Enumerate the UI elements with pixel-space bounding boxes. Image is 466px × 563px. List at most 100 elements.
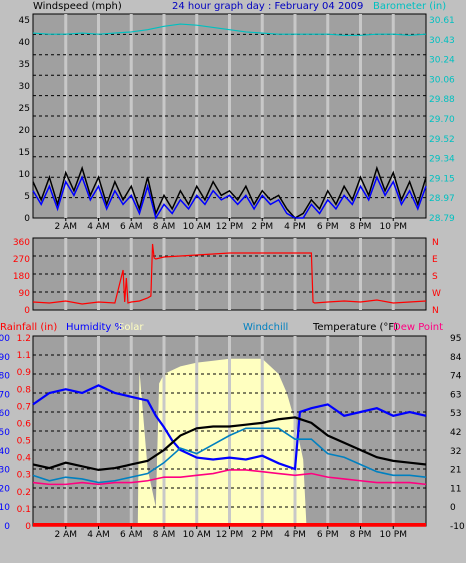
y-tick-label: 5 xyxy=(24,192,30,202)
y-tick-label: 42 xyxy=(450,428,461,438)
y-tick-label: 10 xyxy=(19,170,31,180)
legend-temperature: Temperature (°F) xyxy=(312,322,398,333)
y-tick-label: 80 xyxy=(0,372,10,382)
direction-plot xyxy=(32,237,427,311)
x-tick-label: 10 PM xyxy=(379,530,407,540)
y-tick-label: -10 xyxy=(450,522,465,532)
x-tick-label: 4 PM xyxy=(284,530,306,540)
y-tick-label: 360 xyxy=(13,238,30,248)
y-tick-label: 10 xyxy=(0,503,10,513)
y-tick-label: 30 xyxy=(0,466,10,476)
y-tick-label: 0.3 xyxy=(17,471,31,481)
y-tick-label: 63 xyxy=(450,390,461,400)
temp-legend: Rainfall (in) Humidity % Solar Windchill… xyxy=(0,322,443,333)
series-line-dewpoint xyxy=(32,469,427,486)
y-tick-label: 0.2 xyxy=(17,488,31,498)
y-tick-label: 70 xyxy=(0,390,10,400)
y-tick-label: 0 xyxy=(450,503,456,513)
y-tick-label: 40 xyxy=(0,447,10,457)
y-tick-label: 15 xyxy=(19,148,30,158)
y-tick-label: 40 xyxy=(19,38,31,48)
x-tick-label: 10 PM xyxy=(379,222,407,232)
y-tick-label: 30.06 xyxy=(429,75,455,85)
y-tick-label: 95 xyxy=(450,334,461,344)
y-tick-label: N xyxy=(432,306,439,316)
y-tick-label: 29.52 xyxy=(429,135,455,145)
x-tick-label: 2 AM xyxy=(54,222,77,232)
series-line-windspeed xyxy=(32,165,427,219)
x-tick-label: 12 PM xyxy=(216,530,244,540)
legend-windchill: Windchill xyxy=(243,322,288,333)
y-tick-label: 50 xyxy=(0,428,10,438)
y-tick-label: 1.2 xyxy=(17,334,31,344)
series-line-gust xyxy=(32,175,427,220)
y-tick-label: 0 xyxy=(24,306,30,316)
x-tick-label: 8 PM xyxy=(350,530,372,540)
y-tick-label: 0.7 xyxy=(17,402,31,412)
y-tick-label: 84 xyxy=(450,353,462,363)
y-tick-label: 60 xyxy=(0,409,10,419)
wind-right-axis-label: Barometer (in) xyxy=(373,1,446,12)
y-tick-label: 20 xyxy=(19,126,31,136)
x-tick-label: 4 AM xyxy=(87,222,110,232)
y-tick-label: 32 xyxy=(450,447,461,457)
x-tick-label: 10 AM xyxy=(183,530,211,540)
y-tick-label: S xyxy=(432,272,438,282)
y-tick-label: 0.1 xyxy=(17,505,31,515)
y-tick-label: 270 xyxy=(13,255,30,265)
y-tick-label: N xyxy=(432,238,439,248)
x-tick-label: 6 PM xyxy=(317,222,339,232)
x-tick-label: 8 PM xyxy=(350,222,372,232)
y-tick-label: 0 xyxy=(24,214,30,224)
y-tick-label: 53 xyxy=(450,409,461,419)
y-tick-label: 29.70 xyxy=(429,115,455,125)
x-tick-label: 10 AM xyxy=(183,222,211,232)
y-tick-label: 0.9 xyxy=(17,368,32,378)
x-tick-label: 8 AM xyxy=(153,530,176,540)
y-tick-label: 21 xyxy=(450,466,461,476)
y-tick-label: E xyxy=(432,255,438,265)
x-tick-label: 4 AM xyxy=(87,530,110,540)
legend-rainfall: Rainfall (in) xyxy=(0,322,57,333)
y-tick-label: 1.1 xyxy=(17,351,31,361)
x-tick-label: 2 PM xyxy=(251,530,273,540)
y-tick-label: 90 xyxy=(19,289,31,299)
series-line-humidity xyxy=(32,384,427,471)
y-tick-label: 30.24 xyxy=(429,56,455,66)
legend-humidity: Humidity % xyxy=(66,322,124,333)
y-tick-label: 100 xyxy=(0,334,10,344)
x-tick-label: 2 PM xyxy=(251,222,273,232)
y-tick-label: 35 xyxy=(19,60,30,70)
y-tick-label: 28.79 xyxy=(429,214,455,224)
y-tick-label: 0 xyxy=(25,522,31,532)
y-tick-label: 29.15 xyxy=(429,174,455,184)
y-tick-label: 45 xyxy=(19,16,30,26)
legend-solar: Solar xyxy=(118,322,144,333)
y-tick-label: 30 xyxy=(19,82,31,92)
wind-left-axis-label: Windspeed (mph) xyxy=(33,1,122,12)
series-line-barometer xyxy=(32,23,427,36)
y-tick-label: 74 xyxy=(450,372,462,382)
series-line-winddir xyxy=(32,243,427,305)
y-tick-label: 0.5 xyxy=(17,437,31,447)
y-tick-label: 30.43 xyxy=(429,36,455,46)
x-tick-label: 6 PM xyxy=(317,530,339,540)
legend-dewpoint: Dew Point xyxy=(393,322,443,333)
y-tick-label: 25 xyxy=(19,104,30,114)
wind-plot xyxy=(32,13,427,220)
temp-plot xyxy=(32,335,427,527)
y-tick-label: 180 xyxy=(13,272,30,282)
x-tick-label: 8 AM xyxy=(153,222,176,232)
x-tick-label: 4 PM xyxy=(284,222,306,232)
x-tick-label: 6 AM xyxy=(120,222,143,232)
y-tick-label: 28.97 xyxy=(429,194,455,204)
y-tick-label: 90 xyxy=(0,353,10,363)
y-tick-label: 11 xyxy=(450,484,461,494)
y-tick-label: 30.61 xyxy=(429,16,455,26)
y-tick-label: 29.34 xyxy=(429,155,455,165)
chart-title: 24 hour graph day : February 04 2009 xyxy=(172,1,363,12)
y-tick-label: 0.8 xyxy=(17,385,32,395)
y-tick-label: W xyxy=(432,289,441,299)
